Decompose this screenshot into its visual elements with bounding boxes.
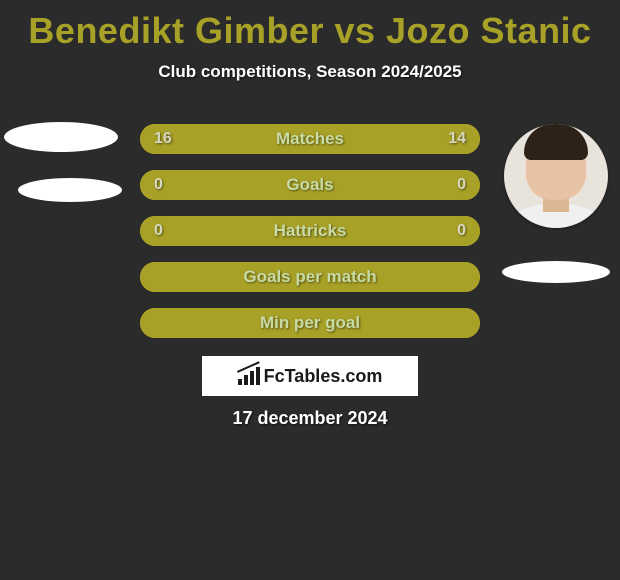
stat-row: Goals00 [140,170,480,200]
comparison-card: Benedikt Gimber vs Jozo Stanic Club comp… [0,0,620,580]
watermark: FcTables.com [202,356,418,396]
subtitle: Club competitions, Season 2024/2025 [0,62,620,82]
date-line: 17 december 2024 [0,408,620,429]
page-title: Benedikt Gimber vs Jozo Stanic [0,0,620,52]
stat-row: Min per goal [140,308,480,338]
player-left-ellipse-1 [4,122,118,152]
player-right-ellipse [502,261,610,283]
player-left-ellipse-2 [18,178,122,202]
stat-bar-fill-left [140,124,321,154]
stat-row: Hattricks00 [140,216,480,246]
player-right-avatar [504,124,608,228]
stats-bars: Matches1614 Goals00 Hattricks00 Goals per m… [140,124,480,338]
fctables-icon [238,367,260,385]
stat-row: Matches1614 [140,124,480,154]
stat-bar-fill [140,216,480,246]
watermark-text: FcTables.com [264,366,383,387]
stat-bar-fill [140,308,480,338]
stat-bar-fill [140,170,480,200]
stat-bar-fill-right [321,124,480,154]
stat-row: Goals per match [140,262,480,292]
stat-bar-fill [140,262,480,292]
